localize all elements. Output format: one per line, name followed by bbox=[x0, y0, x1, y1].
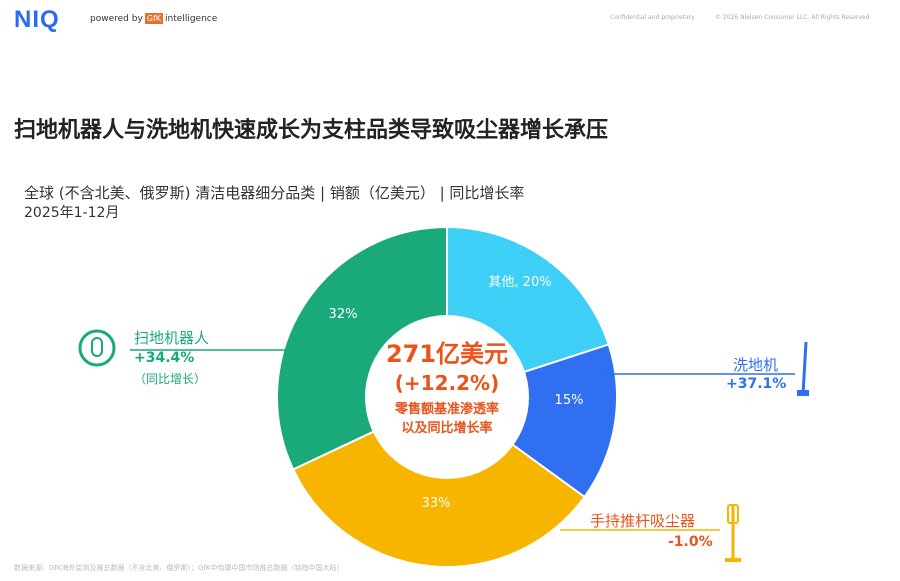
period: 2025年1-12月 bbox=[24, 205, 120, 221]
gfk-logo: GfK bbox=[144, 13, 164, 24]
intelligence-text: intelligence bbox=[165, 14, 218, 24]
legend-robot-growth: +34.4% bbox=[134, 350, 195, 366]
legend-stick-vacuum-growth: -1.0% bbox=[668, 534, 713, 550]
legend-floor-washer-name: 洗地机 bbox=[733, 356, 779, 374]
slice-1 bbox=[444, 343, 618, 499]
confidential-text: Confidential and proprietary bbox=[610, 14, 695, 21]
slice-2 bbox=[291, 395, 586, 568]
slice-label-stick-vacuum: 33% bbox=[422, 496, 451, 511]
powered-by-text: powered by bbox=[90, 14, 143, 24]
center-note-1: 零售额基准渗透率 bbox=[394, 401, 499, 417]
copyright-text: © 2026 Nielsen Consumer LLC. All Rights … bbox=[715, 14, 870, 21]
niq-logo: NIQ bbox=[14, 6, 60, 33]
donut-hole bbox=[365, 315, 529, 479]
floor-washer-icon bbox=[797, 341, 809, 396]
legend-floor-washer-growth: +37.1% bbox=[726, 376, 787, 392]
slice-label-robot: 32% bbox=[329, 307, 358, 322]
center-total: 271亿美元 bbox=[386, 340, 508, 368]
subtitle: 全球 (不含北美、俄罗斯) 清洁电器细分品类 | 销额（亿美元） | 同比增长率 bbox=[24, 184, 525, 202]
source-note: 数据来源：GfK海外监测及推总数据（不含北美、俄罗斯）；GfK中怡康中国市场推总… bbox=[14, 564, 344, 572]
robot-vacuum-icon bbox=[78, 329, 116, 367]
powered-by: powered by GfK intelligence bbox=[90, 13, 217, 24]
center-growth: (+12.2%) bbox=[395, 371, 499, 395]
page-title: 扫地机器人与洗地机快速成长为支柱品类导致吸尘器增长承压 bbox=[14, 118, 609, 143]
legend-stick-vacuum-name: 手持推杆吸尘器 bbox=[590, 512, 696, 530]
legend-robot-note: （同比增长） bbox=[134, 372, 207, 386]
center-note-2: 以及同比增长率 bbox=[401, 420, 492, 436]
slice-label-floor-washer: 15% bbox=[555, 393, 584, 408]
stick-vacuum-icon bbox=[725, 504, 741, 562]
slice-label-other: 其他, 20% bbox=[488, 275, 551, 290]
legend-robot-name: 扫地机器人 bbox=[134, 329, 210, 347]
